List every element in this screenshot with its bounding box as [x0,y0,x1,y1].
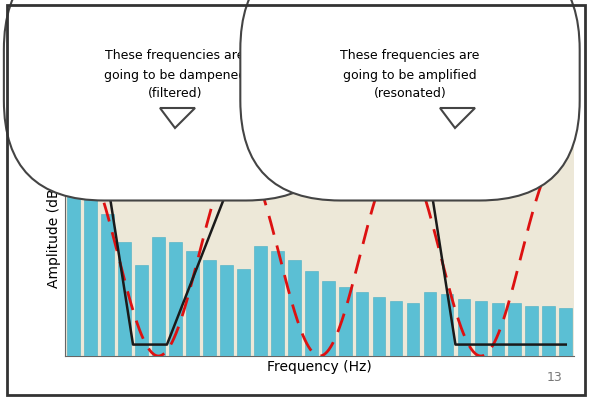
Bar [203,260,215,356]
Bar [186,251,199,356]
Bar [424,292,436,356]
Bar [491,304,504,356]
Text: These frequencies are
going to be amplified
(resonated): These frequencies are going to be amplif… [340,50,480,100]
Bar [288,260,301,356]
Y-axis label: Amplitude (dB): Amplitude (dB) [47,184,61,288]
Bar [356,292,368,356]
Polygon shape [440,108,475,128]
Bar [271,251,284,356]
Bar [135,264,148,356]
Bar [390,301,403,356]
Bar [475,301,487,356]
Bar [526,306,538,356]
Bar [322,280,334,356]
Bar [220,264,233,356]
Bar [509,304,521,356]
Bar [440,294,453,356]
Bar [101,214,114,356]
Bar [458,299,470,356]
Bar [305,272,317,356]
Text: 13: 13 [546,371,562,384]
Bar [118,242,131,356]
Bar [559,308,572,356]
Bar [254,246,266,356]
Bar [542,306,555,356]
Bar [339,288,352,356]
Bar [169,242,182,356]
Bar [407,304,419,356]
Text: These frequencies are
going to be dampened
(filtered): These frequencies are going to be dampen… [104,50,246,100]
Polygon shape [160,108,195,128]
Bar [237,269,250,356]
Bar [67,146,80,356]
Bar [152,237,165,356]
Bar [373,296,385,356]
X-axis label: Frequency (Hz): Frequency (Hz) [268,360,372,374]
Bar [84,178,97,356]
